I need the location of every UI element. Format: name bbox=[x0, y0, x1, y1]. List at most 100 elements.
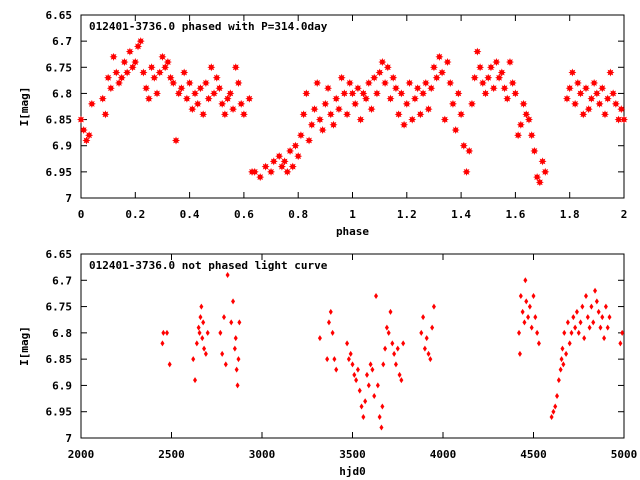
data-point bbox=[391, 84, 400, 93]
data-point bbox=[413, 84, 422, 93]
data-point bbox=[199, 303, 204, 310]
data-point bbox=[334, 366, 339, 373]
data-point bbox=[553, 403, 558, 410]
data-point bbox=[205, 329, 210, 336]
data-point bbox=[594, 298, 599, 305]
x-tick-label: 2000 bbox=[68, 448, 95, 461]
data-point bbox=[375, 382, 380, 389]
data-point bbox=[388, 308, 393, 315]
data-point bbox=[392, 350, 397, 357]
data-point bbox=[275, 152, 284, 161]
y-tick-label: 6.95 bbox=[46, 166, 73, 179]
data-point bbox=[199, 110, 208, 119]
data-point bbox=[465, 146, 474, 155]
data-point bbox=[517, 329, 522, 336]
data-point bbox=[606, 68, 615, 77]
data-point bbox=[225, 272, 230, 279]
data-point bbox=[559, 356, 564, 363]
data-point bbox=[269, 157, 278, 166]
y-tick-label: 6.8 bbox=[52, 327, 72, 340]
data-point bbox=[397, 89, 406, 98]
data-point bbox=[591, 319, 596, 326]
data-point bbox=[332, 356, 337, 363]
data-point bbox=[201, 319, 206, 326]
data-point bbox=[618, 340, 623, 347]
data-point bbox=[541, 167, 550, 176]
data-point bbox=[326, 319, 331, 326]
data-point bbox=[229, 319, 234, 326]
data-point bbox=[362, 94, 371, 103]
data-point bbox=[527, 131, 536, 140]
data-point bbox=[120, 58, 129, 67]
x-tick-label: 0 bbox=[78, 208, 85, 221]
data-point bbox=[237, 99, 246, 108]
data-point bbox=[565, 319, 570, 326]
data-point bbox=[519, 99, 528, 108]
data-point bbox=[589, 303, 594, 310]
data-point bbox=[218, 329, 223, 336]
data-point bbox=[561, 361, 566, 368]
data-point bbox=[77, 115, 85, 124]
data-point bbox=[576, 329, 581, 336]
x-tick-label: 1.4 bbox=[451, 208, 471, 221]
y-tick-label: 6.65 bbox=[46, 9, 73, 22]
data-point bbox=[565, 84, 574, 93]
data-point bbox=[576, 89, 585, 98]
data-point bbox=[215, 84, 224, 93]
data-point bbox=[191, 89, 200, 98]
data-point bbox=[558, 366, 563, 373]
data-point bbox=[201, 78, 210, 87]
data-point bbox=[231, 63, 240, 72]
data-point bbox=[352, 371, 357, 378]
data-point bbox=[438, 68, 447, 77]
data-point bbox=[402, 99, 411, 108]
x-tick-label: 1.8 bbox=[560, 208, 580, 221]
data-point bbox=[462, 167, 471, 176]
data-point bbox=[250, 167, 259, 176]
data-point bbox=[379, 424, 384, 431]
y-tick-label: 6.75 bbox=[46, 61, 73, 74]
data-point bbox=[422, 345, 427, 352]
data-point bbox=[522, 110, 531, 119]
data-point bbox=[343, 110, 352, 119]
data-point bbox=[484, 73, 493, 82]
light-curve-chart: 6.65 6.7 6.75 6.8 6.85 6.9 6.95 7 2000 2500 3000 35… bbox=[18, 248, 637, 478]
data-point bbox=[603, 303, 608, 310]
data-point bbox=[160, 340, 165, 347]
data-point bbox=[531, 293, 536, 300]
data-point bbox=[177, 84, 186, 93]
data-point bbox=[470, 73, 479, 82]
data-point bbox=[193, 99, 202, 108]
data-point bbox=[196, 84, 205, 93]
data-point bbox=[397, 371, 402, 378]
data-point bbox=[374, 293, 379, 300]
data-point bbox=[139, 68, 148, 77]
data-point bbox=[326, 110, 335, 119]
data-point bbox=[562, 329, 567, 336]
data-point bbox=[98, 94, 107, 103]
data-point bbox=[368, 361, 373, 368]
x-tick-label: 1 bbox=[349, 208, 356, 221]
data-point bbox=[569, 329, 574, 336]
chart-title: 012401-3736.0 phased with P=314.0day bbox=[89, 20, 328, 33]
data-point bbox=[115, 78, 124, 87]
data-point bbox=[555, 392, 560, 399]
data-point bbox=[125, 47, 134, 56]
data-point bbox=[226, 89, 235, 98]
data-point bbox=[593, 287, 598, 294]
data-point bbox=[345, 78, 354, 87]
x-axis-label: phase bbox=[336, 225, 369, 238]
data-point bbox=[564, 350, 569, 357]
data-point bbox=[348, 89, 357, 98]
data-point bbox=[353, 84, 362, 93]
data-point bbox=[386, 94, 395, 103]
y-tick-label: 6.95 bbox=[46, 406, 73, 419]
data-point bbox=[526, 314, 531, 321]
x-tick-label: 0.8 bbox=[288, 208, 308, 221]
data-point bbox=[334, 105, 343, 114]
data-point bbox=[207, 63, 216, 72]
data-point bbox=[620, 329, 625, 336]
data-point bbox=[340, 89, 349, 98]
data-point bbox=[389, 73, 398, 82]
data-point bbox=[602, 335, 607, 342]
